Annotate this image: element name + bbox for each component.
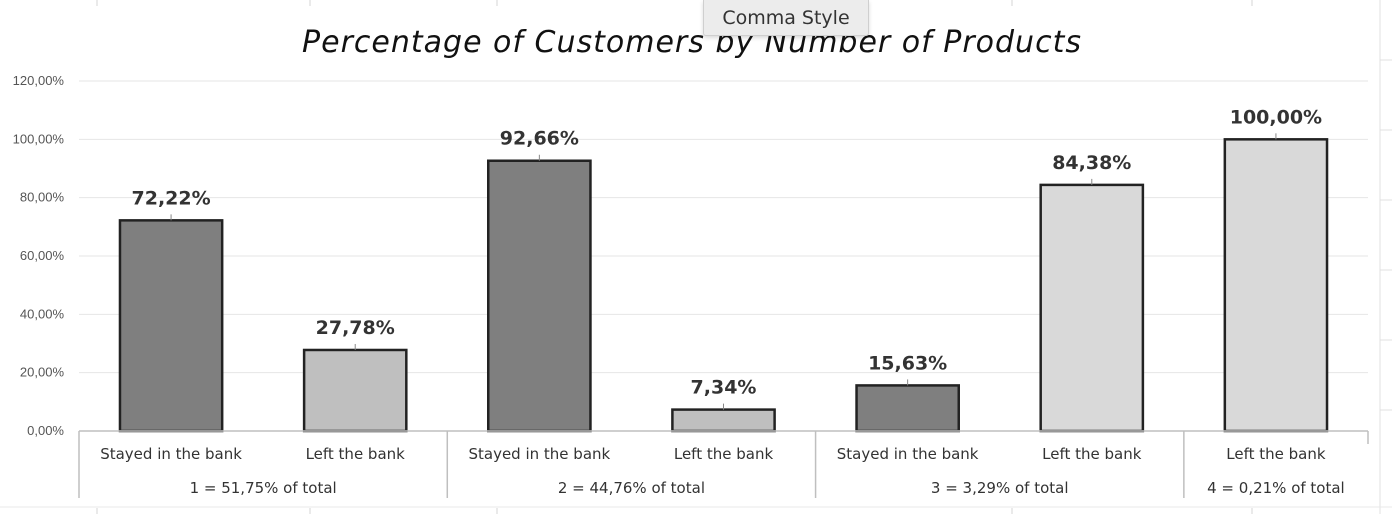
y-tick-label: 120,00% xyxy=(13,73,65,88)
y-tick-label: 100,00% xyxy=(13,131,65,146)
category-label: Left the bank xyxy=(674,445,774,463)
bar[interactable] xyxy=(118,219,224,433)
data-label: 72,22% xyxy=(132,187,211,209)
gridlines xyxy=(79,80,1368,374)
data-labels: 72,22% 27,78% 92,66% 7,34% 15,63% 84,38% 100,0… xyxy=(132,106,1322,410)
y-tick-label: 60,00% xyxy=(20,248,65,263)
category-label: Left the bank xyxy=(1042,445,1142,463)
y-tick-label: 40,00% xyxy=(20,306,65,321)
group-label: 2 = 44,76% of total xyxy=(558,479,705,497)
bar[interactable] xyxy=(855,384,960,433)
data-label: 15,63% xyxy=(868,352,947,374)
bar[interactable] xyxy=(671,408,776,433)
data-label: 92,66% xyxy=(500,128,579,150)
data-label: 7,34% xyxy=(691,377,757,399)
category-label: Stayed in the bank xyxy=(837,445,979,463)
chart-title: Percentage of Customers by Number of Pro… xyxy=(302,25,1082,60)
y-tick-label: 20,00% xyxy=(20,365,65,380)
comma-style-tooltip: Comma Style xyxy=(703,0,869,36)
data-label: 100,00% xyxy=(1230,106,1322,128)
x-axis xyxy=(78,430,1369,498)
data-label: 84,38% xyxy=(1052,152,1131,174)
group-label: 4 = 0,21% of total xyxy=(1207,479,1345,497)
bar[interactable] xyxy=(1039,183,1145,433)
y-tick-label: 80,00% xyxy=(20,190,65,205)
category-labels: Stayed in the bank Left the bank Stayed in… xyxy=(100,445,1345,497)
bar[interactable] xyxy=(487,159,592,433)
bar[interactable] xyxy=(302,348,408,433)
category-label: Stayed in the bank xyxy=(100,445,242,463)
category-label: Left the bank xyxy=(1226,445,1326,463)
category-label: Left the bank xyxy=(306,445,406,463)
y-axis-tick-labels: 0,00% 20,00% 40,00% 60,00% 80,00% 100,00% 120,… xyxy=(13,73,65,438)
category-label: Stayed in the bank xyxy=(468,445,610,463)
y-tick-label: 0,00% xyxy=(27,423,64,438)
bar[interactable] xyxy=(1223,138,1329,433)
group-label: 1 = 51,75% of total xyxy=(190,479,337,497)
bars xyxy=(118,138,1329,433)
group-label: 3 = 3,29% of total xyxy=(931,479,1069,497)
data-label: 27,78% xyxy=(316,317,395,339)
